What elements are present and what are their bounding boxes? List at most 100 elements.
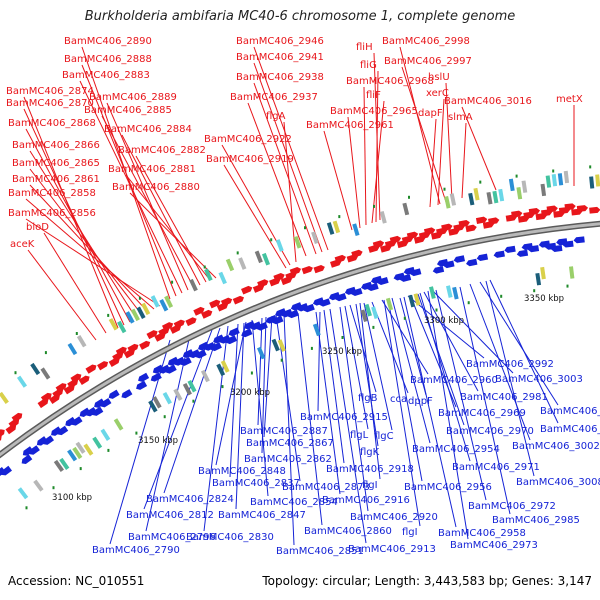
forward-gene-arrow	[220, 297, 233, 307]
cog-block	[379, 210, 387, 224]
forward-gene-arrow	[488, 217, 500, 225]
callout-line	[429, 118, 437, 208]
cog-block	[402, 202, 410, 216]
cog-block	[113, 418, 124, 431]
tick-mark	[479, 180, 482, 184]
gene-label-top: BamMC406_2938	[236, 72, 324, 83]
reverse-gene-arrow	[493, 250, 505, 258]
gene-label-bottom: BamMC406_2916	[322, 495, 410, 506]
forward-gene-arrow	[546, 205, 558, 213]
scale-label-3300: 3300 kbp	[424, 316, 464, 326]
callout-line	[437, 98, 445, 206]
reverse-gene-arrow	[159, 364, 171, 374]
cog-block	[486, 191, 493, 205]
cog-block	[429, 286, 436, 299]
cog-block	[17, 487, 29, 500]
reverse-gene-arrow	[22, 446, 34, 456]
tick-mark	[250, 371, 253, 375]
cog-block	[275, 239, 284, 252]
cog-block	[326, 222, 335, 235]
cog-block	[311, 231, 319, 245]
cog-block	[521, 180, 528, 193]
callout-line	[79, 80, 183, 294]
gene-label-top: BamMC406_2884	[104, 124, 192, 135]
reverse-gene-arrow	[0, 466, 6, 477]
gene-label-top: BamMC406_2888	[64, 54, 152, 65]
callout-line	[235, 322, 245, 510]
forward-gene-arrow	[576, 205, 589, 212]
genome-backbone	[0, 220, 600, 459]
cog-block	[0, 391, 9, 404]
gene-label-top: aceK	[10, 239, 35, 250]
gene-label-bottom: BamMC406_2918	[326, 464, 414, 475]
callout-line	[359, 302, 381, 480]
callout-line	[23, 108, 125, 326]
cog-block	[293, 235, 302, 249]
cog-block	[152, 396, 162, 409]
gene-label-top: dapF	[418, 108, 443, 119]
forward-gene-arrow	[232, 295, 245, 305]
forward-gene-arrow	[564, 203, 576, 211]
reverse-gene-arrow	[453, 255, 466, 263]
cog-block	[364, 303, 372, 317]
gene-label-bottom: BamMC406_2954	[412, 444, 500, 455]
callout-line	[261, 316, 267, 454]
callout-line	[29, 168, 143, 316]
gene-label-bottom: BamMC406_2862	[244, 454, 332, 465]
cog-block	[492, 190, 499, 204]
gene-label-bottom: BamMC406_2851	[276, 546, 364, 557]
callout-line	[419, 292, 471, 462]
tick-mark	[52, 486, 55, 490]
forward-gene-arrow	[97, 361, 109, 371]
gene-label-top: fliF	[366, 90, 381, 101]
reverse-gene-arrow	[476, 253, 489, 262]
scale-label-3200: 3200 kbp	[230, 388, 270, 398]
forward-gene-arrow	[372, 240, 385, 249]
gene-label-bottom: flgK	[360, 447, 380, 458]
gene-label-bottom: BamMC406_3018	[540, 424, 600, 435]
gene-label-bottom: flgL	[350, 430, 369, 441]
callout-line	[387, 298, 423, 482]
gene-label-top: BamMC406_2889	[89, 92, 177, 103]
backbone-arc-inner	[0, 222, 600, 457]
cog-block	[256, 346, 266, 360]
forward-gene-arrow	[115, 346, 127, 356]
gene-label-top: BamMC406_2997	[384, 56, 472, 67]
callout-line	[143, 329, 213, 510]
cog-block	[271, 338, 280, 352]
callout-line	[43, 232, 107, 334]
gene-label-bottom: BamMC406_2848	[198, 466, 286, 477]
reverse-gene-arrow	[150, 372, 162, 382]
tick-mark	[372, 325, 375, 329]
callout-line	[383, 299, 421, 527]
gene-label-bottom: BamMC406_2824	[146, 494, 234, 505]
reverse-gene-arrow	[504, 245, 516, 253]
reverse-gene-arrow	[319, 298, 331, 307]
cog-block	[16, 375, 28, 388]
reverse-gene-arrow	[57, 425, 69, 436]
gene-label-top: flgA	[266, 111, 286, 122]
reverse-gene-arrow	[432, 265, 445, 274]
tick-mark	[138, 296, 141, 300]
callout-line	[145, 334, 191, 532]
callout-line	[109, 339, 171, 545]
gene-label-top: BamMC406_2890	[64, 36, 152, 47]
callout-line	[339, 306, 369, 512]
forward-gene-arrow	[441, 223, 453, 232]
tick-mark	[533, 289, 536, 293]
callout-line	[344, 305, 369, 430]
tick-mark	[25, 506, 28, 510]
forward-gene-arrow	[185, 317, 197, 327]
callout-line	[435, 289, 487, 501]
cog-block	[535, 272, 542, 286]
callout-line	[403, 296, 457, 528]
reverse-gene-arrow	[399, 274, 412, 282]
callout-line	[479, 281, 559, 406]
callout-line	[106, 102, 189, 291]
cog-block	[182, 382, 192, 396]
reverse-gene-arrow	[241, 328, 253, 338]
reverse-gene-arrow	[65, 416, 77, 427]
forward-gene-arrow	[351, 249, 363, 258]
gene-label-bottom: BamMC406_3003	[495, 374, 583, 385]
